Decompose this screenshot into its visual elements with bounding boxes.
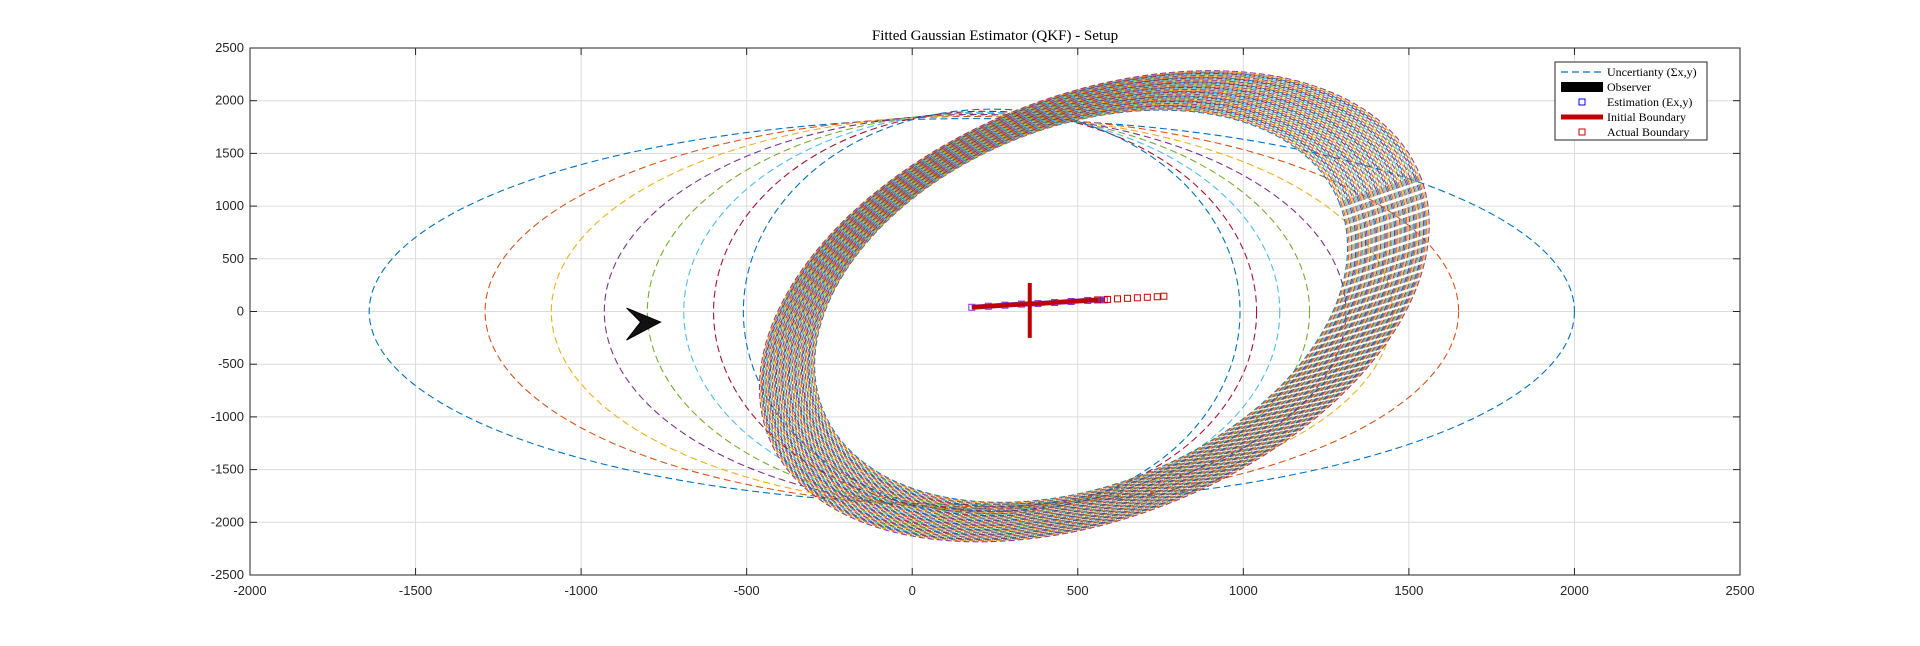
actual-boundary-point <box>1104 295 1112 303</box>
uncertainty-ring-ellipse <box>801 100 1367 512</box>
uncertainty-ring-ellipse <box>766 75 1419 537</box>
uncertainty-ring-ellipse <box>785 88 1391 524</box>
uncertainty-ring-ellipse <box>809 106 1356 507</box>
uncertainty-ring-ellipse <box>759 70 1429 542</box>
actual-boundary-point <box>1160 292 1168 300</box>
legend-box <box>1554 61 1708 141</box>
y-tick-label: -1500 <box>211 462 244 477</box>
y-tick-label: -500 <box>218 356 244 371</box>
x-tick-label: 500 <box>1067 583 1089 598</box>
uncertainty-ring-ellipse <box>789 92 1385 521</box>
uncertainty-ellipse <box>742 108 1241 515</box>
actual-boundary-point <box>1123 294 1131 302</box>
y-tick-label: 2500 <box>215 40 244 55</box>
x-tick-label: -1500 <box>399 583 432 598</box>
actual-boundary-point <box>1143 293 1151 301</box>
legend-label: Uncertianty (Σx,y) <box>1607 65 1697 79</box>
uncertainty-ring-ellipse <box>763 73 1423 539</box>
uncertainty-ring-ellipse <box>779 84 1400 528</box>
uncertainty-ring-ellipse <box>810 106 1354 506</box>
uncertainty-ring-ellipse <box>784 88 1393 525</box>
legend-label: Estimation (Ex,y) <box>1607 95 1692 109</box>
y-tick-label: 1500 <box>215 145 244 160</box>
uncertainty-ring-ellipse <box>805 103 1361 509</box>
legend-label: Initial Boundary <box>1607 110 1686 124</box>
uncertainty-ring-ellipse <box>786 89 1390 523</box>
actual-boundary-point <box>1153 293 1161 301</box>
uncertainty-ring-ellipse <box>797 97 1374 515</box>
legend-swatch-marker <box>1578 128 1586 136</box>
chart-title: Fitted Gaussian Estimator (QKF) - Setup <box>872 28 1118 44</box>
uncertainty-ring-ellipse <box>807 104 1358 508</box>
uncertainty-ellipse <box>683 111 1281 512</box>
y-tick-label: 500 <box>222 251 244 266</box>
uncertainty-ring-ellipse <box>802 101 1365 511</box>
uncertainty-ring-ellipse <box>811 107 1353 505</box>
uncertainty-ring-ellipse <box>778 84 1401 529</box>
uncertainty-ring-ellipse <box>761 72 1426 541</box>
legend-swatch-marker <box>1578 98 1586 106</box>
uncertainty-ellipse <box>713 110 1258 513</box>
uncertainty-ring-ellipse <box>777 83 1403 529</box>
uncertainty-ring-ellipse <box>800 99 1369 513</box>
plot-area <box>368 70 1575 543</box>
actual-boundary-point <box>1133 294 1141 302</box>
uncertainty-ring-ellipse <box>758 70 1430 543</box>
uncertainty-ring-ellipse <box>760 71 1427 541</box>
uncertainty-ring-ellipse <box>800 100 1368 513</box>
x-tick-label: -500 <box>734 583 760 598</box>
uncertainty-ring-ellipse <box>768 76 1416 536</box>
uncertainty-ring-ellipse <box>787 90 1387 522</box>
uncertainty-ring-ellipse <box>804 102 1362 510</box>
x-tick-label: 2000 <box>1560 583 1589 598</box>
uncertainty-ring-ellipse <box>764 74 1422 539</box>
legend-swatch-observer <box>1561 82 1603 92</box>
uncertainty-ring-ellipse <box>788 91 1386 521</box>
uncertainty-ring-ellipse <box>786 90 1389 523</box>
uncertainty-ring-ellipse <box>765 74 1421 538</box>
axes: -2000 -1500 -1000 -500 0 500 1000 1500 2000 2500 2… <box>211 40 1755 598</box>
y-tick-label: -2500 <box>211 567 244 582</box>
uncertainty-ring-ellipse <box>762 72 1425 540</box>
legend-label: Observer <box>1607 80 1651 94</box>
y-tick-label: -2000 <box>211 514 244 529</box>
y-tick-label: 2000 <box>215 93 244 108</box>
y-tick-label: -1000 <box>211 409 244 424</box>
axes-box <box>249 47 1741 576</box>
observer-marker <box>626 307 662 341</box>
x-tick-label: 1500 <box>1394 583 1423 598</box>
uncertainty-ring-ellipse <box>780 85 1398 527</box>
x-tick-label: 2500 <box>1726 583 1755 598</box>
x-tick-label: -2000 <box>233 583 266 598</box>
uncertainty-ring-ellipse <box>808 105 1357 507</box>
x-tick-label: 1000 <box>1229 583 1258 598</box>
y-tick-label: 1000 <box>215 198 244 213</box>
initial-boundary-segment <box>971 297 1098 310</box>
uncertainty-ellipse <box>484 115 1460 508</box>
x-tick-label: -1000 <box>564 583 597 598</box>
uncertainty-ring-ellipse <box>803 102 1364 511</box>
uncertainty-ring-ellipse <box>799 98 1371 514</box>
x-tick-label: 0 <box>909 583 916 598</box>
y-tick-label: 0 <box>237 304 244 319</box>
legend-label: Actual Boundary <box>1607 125 1689 139</box>
uncertainty-ring-ellipse <box>806 104 1360 509</box>
uncertainty-ring-ellipse <box>783 87 1394 525</box>
uncertainty-ring-ellipse <box>782 86 1396 526</box>
uncertainty-ring-ellipse <box>781 86 1397 527</box>
actual-boundary-point <box>1114 295 1122 303</box>
uncertainty-ring-ellipse <box>775 82 1405 531</box>
